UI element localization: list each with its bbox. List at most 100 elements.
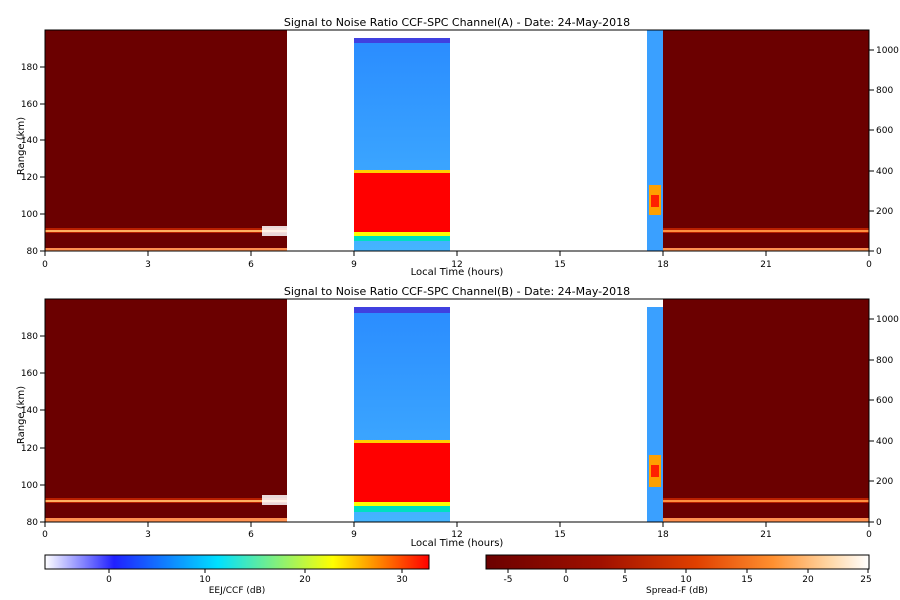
x-tick-label: 0	[42, 530, 48, 540]
panel-channel-b: Signal to Noise Ratio CCF-SPC Channel(B)…	[16, 285, 899, 549]
y-tick: 180	[21, 63, 45, 73]
colorbar-tick-label: 20	[299, 575, 311, 585]
echo-layer-bright	[262, 495, 287, 505]
evening-echo-core	[651, 465, 659, 477]
colorbar-spread-f: -5 0 5 10 15 20 25 Spread-F (dB)	[485, 554, 872, 596]
colorbar-tick: -5	[504, 569, 513, 585]
ccf-echo-bottom-edge	[354, 232, 450, 236]
y-axis-label: Range (km)	[16, 117, 27, 175]
y-tick-label: 80	[27, 247, 39, 257]
y2-tick: 600	[869, 126, 893, 136]
x-tick-label: 12	[451, 530, 462, 540]
y2-tick-label: 200	[876, 477, 893, 487]
x-tick-label: 18	[657, 530, 669, 540]
x-tick-label: 12	[451, 260, 462, 270]
x-tick-label: 18	[657, 260, 669, 270]
x-tick: 0	[866, 251, 872, 270]
heatmap-area	[45, 30, 869, 251]
y-tick: 160	[21, 100, 45, 110]
colorbar-tick-label: 10	[199, 575, 211, 585]
y2-tick: 200	[869, 207, 893, 217]
x-tick: 0	[42, 251, 48, 270]
ccf-echo-bottom-fringe	[354, 236, 450, 241]
colorbar-gradient	[44, 554, 430, 570]
spread-f-segment-night	[663, 299, 869, 522]
y-tick: 80	[27, 518, 45, 528]
bottom-echo	[663, 248, 869, 251]
chart-title: Signal to Noise Ratio CCF-SPC Channel(A)…	[284, 16, 630, 29]
y2-tick-label: 0	[876, 518, 882, 528]
y2-tick-label: 600	[876, 396, 893, 406]
x-tick: 3	[145, 522, 151, 540]
y-tick: 100	[21, 481, 45, 491]
y2-tick-label: 800	[876, 86, 893, 96]
spread-f-segment-morning	[45, 299, 287, 522]
colorbar-tick: 10	[199, 569, 211, 585]
chart-title: Signal to Noise Ratio CCF-SPC Channel(B)…	[284, 285, 630, 298]
heatmap-area	[45, 299, 869, 522]
y2-tick: 600	[869, 396, 893, 406]
evening-echo-core	[651, 195, 659, 207]
colorbar-tick-label: 15	[741, 575, 752, 585]
y2-tick-label: 400	[876, 167, 893, 177]
bottom-echo	[663, 518, 869, 522]
x-tick: 21	[760, 251, 772, 270]
x-ticks: 0 3 6 9 12 15 18 21 0	[42, 522, 872, 540]
x-tick-label: 0	[42, 260, 48, 270]
y2-tick-label: 1000	[876, 46, 899, 56]
colorbar-tick: 20	[802, 569, 814, 585]
panel-channel-a: Signal to Noise Ratio CCF-SPC Channel(A)…	[16, 16, 899, 278]
bottom-echo	[45, 518, 287, 522]
x-tick-label: 21	[760, 530, 771, 540]
y-tick-label: 180	[21, 63, 38, 73]
x-tick-label: 0	[866, 260, 872, 270]
y-tick-label: 140	[21, 406, 38, 416]
y-tick-label: 120	[21, 444, 38, 454]
y-tick-label: 120	[21, 173, 38, 183]
x-tick-label: 21	[760, 260, 771, 270]
colorbar-label: EEJ/CCF (dB)	[209, 586, 266, 596]
x-axis-label: Local Time (hours)	[411, 267, 504, 278]
colorbar-tick-label: -5	[504, 575, 513, 585]
colorbar-tick-label: 20	[802, 575, 814, 585]
y-tick-label: 100	[21, 481, 38, 491]
colorbar-tick: 0	[563, 569, 569, 585]
x-tick: 9	[351, 522, 357, 540]
y2-tick: 0	[869, 247, 882, 257]
y2-ticks: 0 200 400 600 800 1000	[869, 46, 899, 257]
ccf-top-band	[354, 307, 450, 313]
y2-tick-label: 0	[876, 247, 882, 257]
y2-tick: 1000	[869, 315, 899, 325]
x-tick: 0	[866, 522, 872, 540]
y2-tick: 0	[869, 518, 882, 528]
colorbar-tick-label: 10	[680, 575, 692, 585]
colorbar-tick-label: 0	[563, 575, 569, 585]
y-tick: 160	[21, 369, 45, 379]
y-axis-label: Range (km)	[16, 386, 27, 444]
y2-tick: 1000	[869, 46, 899, 56]
colorbar-tick: 30	[396, 569, 408, 585]
colorbar-tick: 15	[741, 569, 753, 585]
x-tick: 18	[657, 522, 669, 540]
x-tick-label: 3	[145, 530, 151, 540]
ccf-strong-echo	[354, 442, 450, 502]
y-tick: 140	[21, 406, 45, 416]
y2-ticks: 0 200 400 600 800 1000	[869, 315, 899, 528]
spread-f-segment-morning	[45, 30, 287, 251]
colorbar-tick: 20	[299, 569, 311, 585]
colorbar-tick-label: 25	[860, 575, 871, 585]
x-tick-label: 15	[554, 260, 565, 270]
y-tick: 180	[21, 332, 45, 342]
colorbar-tick-label: 30	[396, 575, 408, 585]
y-tick-label: 160	[21, 369, 38, 379]
x-tick: 12	[451, 522, 463, 540]
colorbar-eej-ccf: 0 10 20 30 EEJ/CCF (dB)	[44, 554, 430, 596]
y-tick-label: 100	[21, 210, 38, 220]
y2-tick-label: 200	[876, 207, 893, 217]
echo-layer-bright	[262, 226, 287, 236]
y2-tick: 800	[869, 356, 893, 366]
y-tick: 120	[21, 173, 45, 183]
colorbar-tick: 0	[106, 569, 112, 585]
